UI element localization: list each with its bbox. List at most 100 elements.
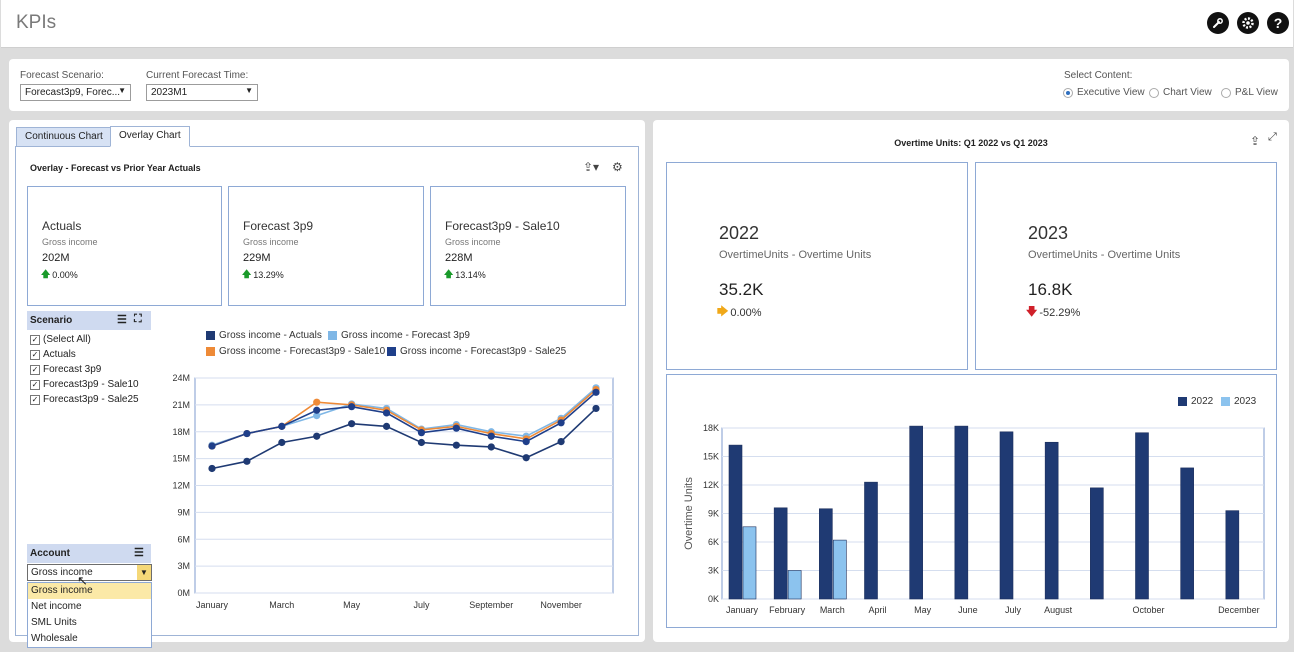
scenario-item[interactable]: ✓ Actuals: [30, 347, 139, 362]
export-icon[interactable]: ⇪▾: [583, 160, 600, 174]
legend-item[interactable]: 2022: [1178, 396, 1213, 407]
legend-item[interactable]: Gross income - Forecast3p9 - Sale10: [206, 346, 385, 357]
kpi-delta-value: 0.00%: [730, 306, 762, 319]
data-point: [557, 438, 565, 446]
x-tick-label: June: [958, 605, 978, 615]
multi-select-icon[interactable]: ☰: [117, 314, 127, 326]
x-tick-label: January: [726, 605, 759, 615]
scenario-item[interactable]: ✓ Forecast3p9 - Sale25: [30, 392, 139, 407]
legend-item[interactable]: Gross income - Forecast3p9 - Sale25: [387, 346, 566, 357]
kpi-value: 228M: [445, 252, 473, 264]
bar: [787, 570, 802, 600]
bar: [1135, 432, 1149, 600]
kpi-sub: Gross income: [243, 237, 299, 247]
help-icon[interactable]: ?: [1267, 12, 1289, 34]
overlay-title: Overlay - Forecast vs Prior Year Actuals: [30, 163, 201, 173]
legend-item[interactable]: 2023: [1221, 396, 1256, 407]
scenario-select[interactable]: Forecast3p9, Forec... ▼: [20, 84, 131, 101]
tab-overlay-chart[interactable]: Overlay Chart: [110, 126, 190, 147]
legend-swatch: [328, 331, 337, 340]
dropdown-item[interactable]: Net income: [31, 601, 82, 612]
radio-chart-view[interactable]: Chart View: [1149, 87, 1212, 98]
radio-dot: [1149, 87, 1159, 98]
legend-swatch: [1178, 397, 1187, 406]
dropdown-item[interactable]: Wholesale: [31, 633, 78, 644]
kpi-value: 229M: [243, 252, 271, 264]
account-combo[interactable]: Gross income ▼: [27, 564, 152, 581]
cursor-icon: ↖: [77, 573, 88, 588]
multi-select-icon[interactable]: ☰: [134, 547, 144, 559]
expand-icon[interactable]: ⤢: [1268, 131, 1277, 143]
scenario-select-value: Forecast3p9, Forec...: [25, 87, 121, 98]
arrow-up-icon: 🡅: [41, 269, 51, 279]
chevron-down-icon[interactable]: ▼: [137, 565, 151, 580]
chart-options-icon[interactable]: ⚙: [612, 160, 623, 174]
scenario-item[interactable]: ✓ Forecast 3p9: [30, 362, 139, 377]
data-point: [243, 457, 251, 465]
bar: [1180, 467, 1194, 600]
x-tick-label: January: [196, 600, 229, 610]
bar: [742, 526, 757, 600]
checkbox-icon: ✓: [30, 364, 40, 375]
app-title: KPIs: [16, 12, 57, 33]
export-icon[interactable]: ⇪: [1250, 134, 1261, 148]
radio-pl-view[interactable]: P&L View: [1221, 87, 1278, 98]
data-point: [522, 438, 530, 446]
line-chart: 0M 3M 6M 9M 12M 15M 18M 21M 24M January March May Ju…: [172, 373, 614, 610]
x-tick-label: November: [540, 600, 582, 610]
chevron-down-icon: ▼: [245, 86, 253, 95]
legend-label: 2022: [1191, 396, 1214, 407]
legend-item[interactable]: Gross income - Actuals: [206, 330, 322, 341]
scenario-item-label: Forecast3p9 - Sale10: [43, 379, 139, 390]
kpi-delta-value: 13.14%: [455, 270, 486, 280]
scenario-item[interactable]: ✓ (Select All): [30, 332, 139, 347]
bar: [1225, 510, 1240, 600]
x-tick-label: March: [820, 605, 845, 615]
dropdown-item[interactable]: Gross income: [28, 583, 151, 599]
bar: [773, 507, 788, 600]
y-tick-label: 15M: [172, 454, 190, 464]
data-point: [382, 409, 391, 417]
data-point: [278, 422, 286, 430]
legend-swatch: [387, 347, 396, 356]
kpi-value: 16.8K: [1028, 280, 1073, 299]
x-tick-label: May: [343, 600, 361, 610]
kpi-value: 35.2K: [719, 280, 764, 299]
scenario-item[interactable]: ✓ Forecast3p9 - Sale10: [30, 377, 139, 392]
data-point: [557, 419, 565, 427]
gear-icon[interactable]: [1237, 12, 1259, 34]
bar: [954, 425, 969, 600]
checkbox-icon: ✓: [30, 394, 40, 405]
scenario-item-label: Actuals: [43, 349, 76, 360]
y-tick-label: 18K: [703, 423, 719, 433]
y-tick-label: 3K: [708, 566, 719, 576]
kpi-metric: OvertimeUnits - Overtime Units: [719, 249, 872, 261]
data-point: [243, 429, 251, 438]
bar: [909, 425, 923, 600]
y-tick-label: 24M: [172, 373, 190, 383]
top-bar: [1, 0, 1293, 48]
legend-label: Gross income - Forecast3p9 - Sale25: [400, 346, 567, 357]
kpi-delta-value: 13.29%: [253, 270, 284, 280]
bar: [833, 539, 847, 600]
legend-item[interactable]: Gross income - Forecast 3p9: [328, 330, 470, 341]
kpi-delta-value: -52.29%: [1039, 306, 1081, 319]
expand-icon[interactable]: ⛶: [134, 313, 142, 325]
kpi-delta: 🡇 -52.29%: [1026, 303, 1080, 322]
y-tick-label: 12M: [172, 481, 190, 491]
kpi-card-2022: 2022 OvertimeUnits - Overtime Units 35.2…: [666, 162, 968, 370]
data-point: [313, 406, 321, 414]
bar: [1044, 441, 1059, 600]
time-select[interactable]: 2023M1 ▼: [146, 84, 258, 101]
radio-label: Chart View: [1163, 87, 1212, 98]
scenario-item-label: Forecast 3p9: [43, 364, 102, 375]
radio-label: P&L View: [1235, 87, 1278, 98]
bar: [864, 481, 878, 600]
checkbox-icon: ✓: [30, 334, 40, 345]
checkbox-icon: ✓: [30, 379, 40, 390]
wrench-icon[interactable]: [1207, 12, 1229, 34]
dropdown-item[interactable]: SML Units: [31, 617, 77, 628]
radio-executive-view[interactable]: Executive View: [1063, 87, 1145, 98]
legend-swatch: [206, 331, 215, 340]
tab-continuous-chart[interactable]: Continuous Chart: [16, 127, 112, 147]
